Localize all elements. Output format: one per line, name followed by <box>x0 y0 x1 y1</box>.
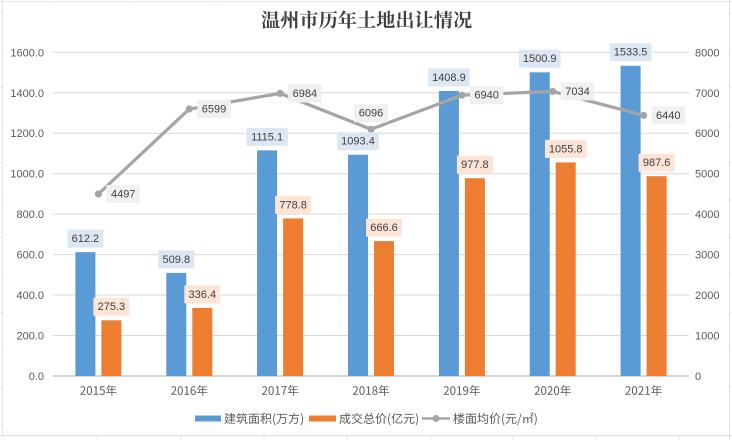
svg-text:3000: 3000 <box>695 250 719 262</box>
svg-text:275.3: 275.3 <box>98 301 126 313</box>
svg-text:612.2: 612.2 <box>72 233 100 245</box>
svg-text:1115.1: 1115.1 <box>251 131 283 143</box>
svg-text:1600.0: 1600.0 <box>10 47 44 59</box>
svg-text:1000.0: 1000.0 <box>10 169 44 181</box>
svg-text:987.6: 987.6 <box>643 157 671 169</box>
svg-text:6440: 6440 <box>656 110 680 122</box>
svg-text:1055.8: 1055.8 <box>549 143 583 155</box>
svg-text:6984: 6984 <box>293 88 317 100</box>
svg-text:200.0: 200.0 <box>16 331 44 343</box>
svg-text:1093.4: 1093.4 <box>341 136 375 148</box>
svg-text:5000: 5000 <box>695 169 719 181</box>
svg-text:1533.5: 1533.5 <box>614 47 648 59</box>
svg-text:509.8: 509.8 <box>163 254 191 266</box>
svg-text:4000: 4000 <box>695 209 719 221</box>
svg-text:1408.9: 1408.9 <box>432 72 466 84</box>
svg-text:6000: 6000 <box>695 128 719 140</box>
svg-text:1500.9: 1500.9 <box>523 53 557 65</box>
svg-text:0.0: 0.0 <box>29 371 44 383</box>
svg-text:7000: 7000 <box>695 88 719 100</box>
svg-text:2000: 2000 <box>695 290 719 302</box>
svg-text:7034: 7034 <box>565 86 589 98</box>
svg-text:977.8: 977.8 <box>461 159 489 171</box>
svg-text:0: 0 <box>695 371 701 383</box>
svg-text:400.0: 400.0 <box>16 290 44 302</box>
svg-text:6940: 6940 <box>474 90 498 102</box>
svg-text:800.0: 800.0 <box>16 209 44 221</box>
svg-text:6599: 6599 <box>202 103 226 115</box>
svg-text:600.0: 600.0 <box>16 250 44 262</box>
svg-text:4497: 4497 <box>111 188 135 200</box>
svg-text:778.8: 778.8 <box>279 199 307 211</box>
svg-text:1000: 1000 <box>695 331 719 343</box>
svg-text:1200.0: 1200.0 <box>10 128 44 140</box>
svg-text:666.6: 666.6 <box>370 222 398 234</box>
svg-text:1400.0: 1400.0 <box>10 88 44 100</box>
svg-text:6096: 6096 <box>359 108 383 120</box>
svg-text:336.4: 336.4 <box>189 289 217 301</box>
svg-text:8000: 8000 <box>695 47 719 59</box>
